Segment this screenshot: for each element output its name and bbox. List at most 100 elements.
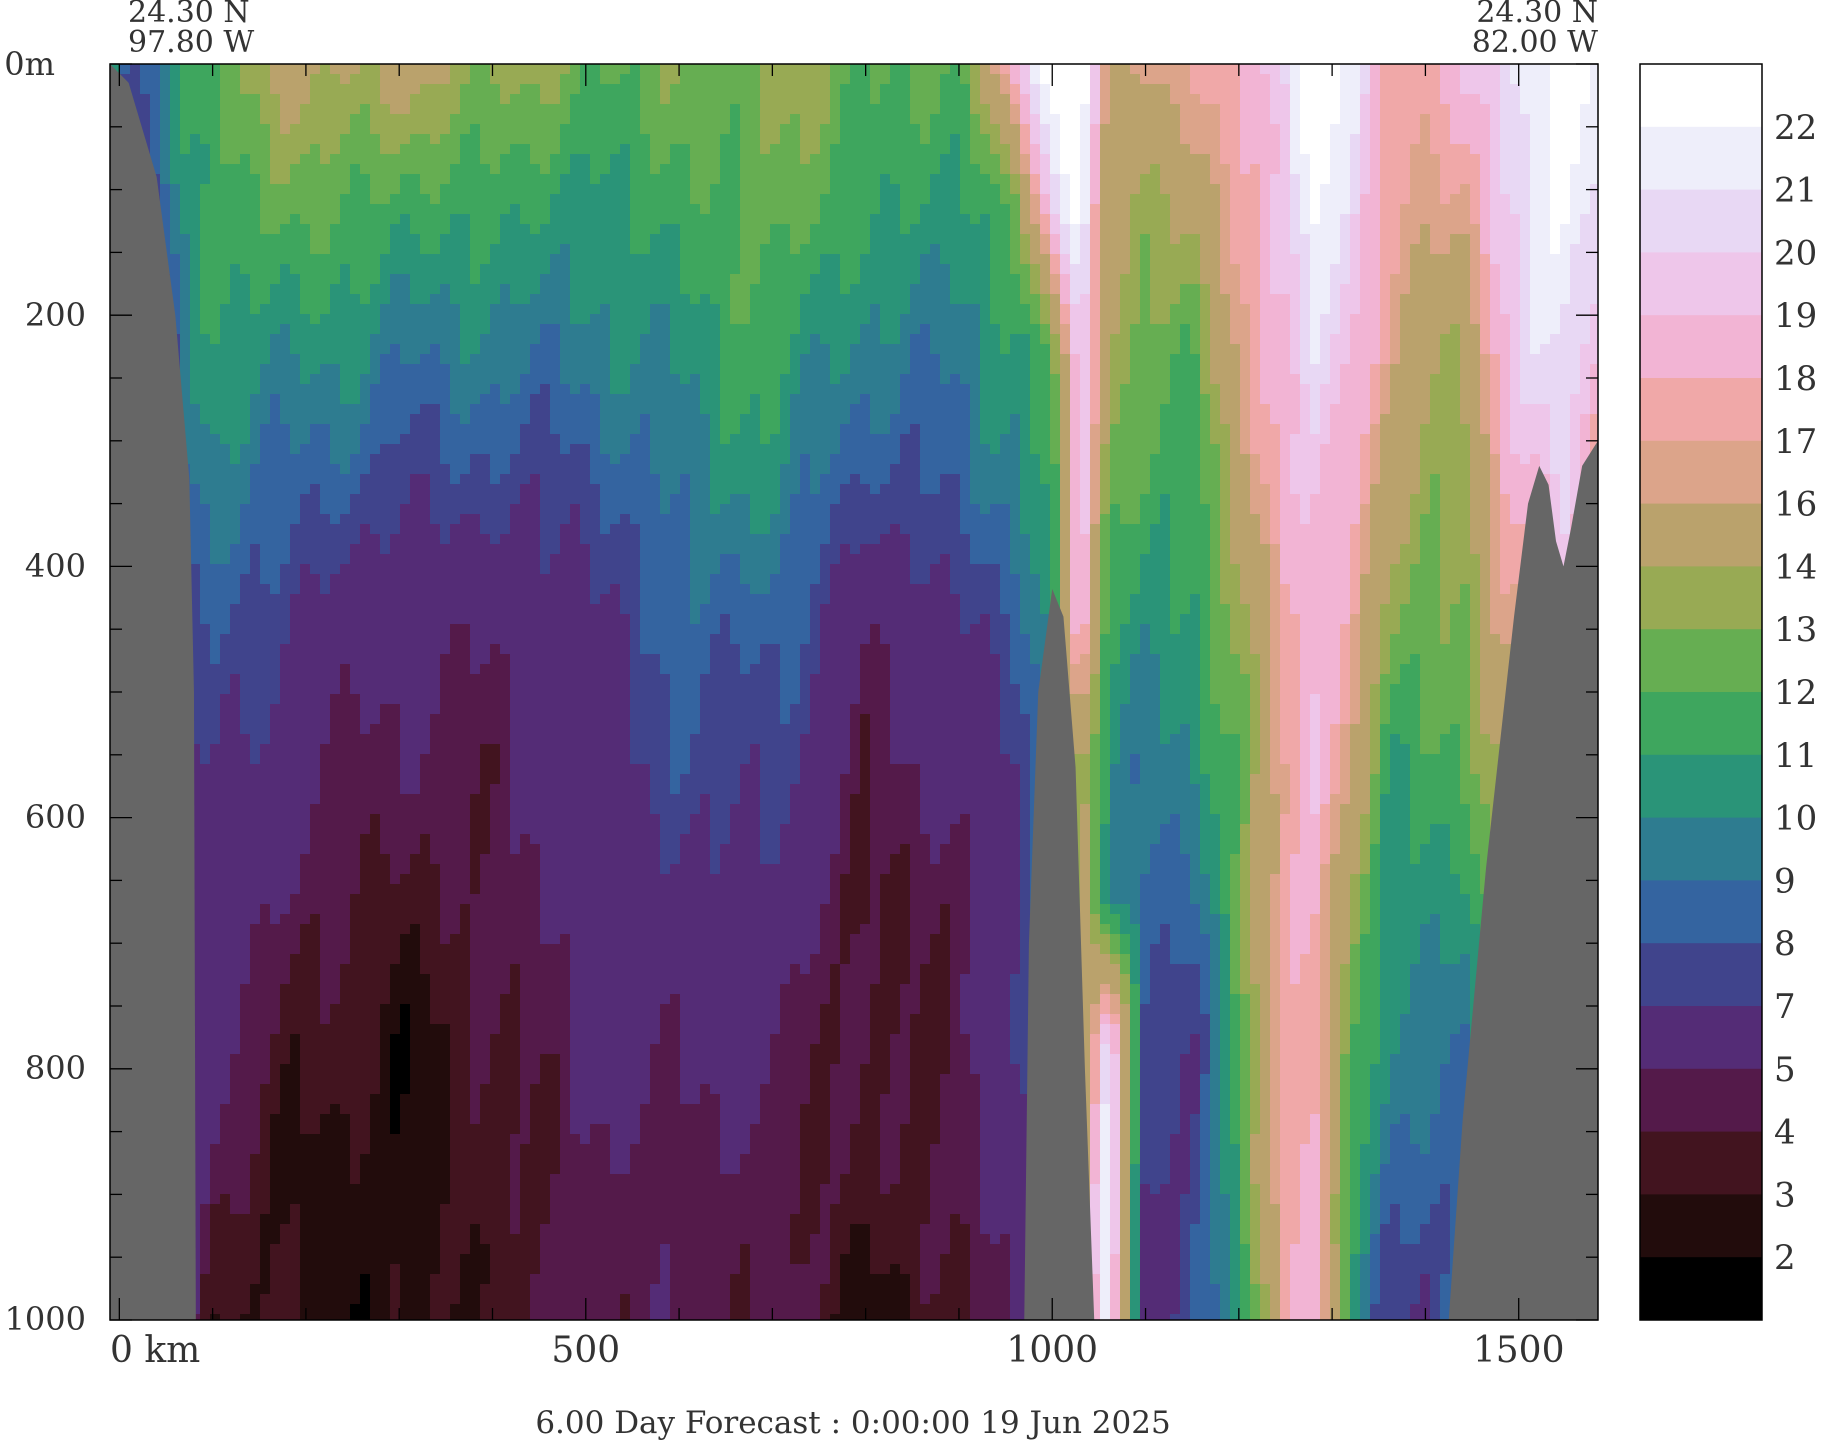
field-cell (220, 444, 231, 455)
field-cell (490, 684, 501, 695)
field-cell (370, 1264, 381, 1275)
field-cell (280, 1214, 291, 1225)
field-cell (280, 414, 291, 425)
field-cell (410, 944, 421, 955)
field-cell (320, 1034, 331, 1045)
field-cell (240, 644, 251, 655)
field-cell (430, 424, 441, 435)
field-cell (450, 1034, 461, 1045)
field-cell (400, 834, 411, 845)
field-cell (370, 414, 381, 425)
field-cell (240, 994, 251, 1005)
field-cell (320, 294, 331, 305)
field-cell (470, 514, 481, 525)
field-cell (260, 234, 271, 245)
field-cell (220, 1054, 231, 1065)
field-cell (250, 134, 261, 145)
field-cell (330, 554, 341, 565)
field-cell (260, 1104, 271, 1115)
field-cell (260, 334, 271, 345)
field-cell (220, 244, 231, 255)
field-cell (480, 1144, 491, 1155)
field-cell (220, 154, 231, 165)
field-cell (360, 314, 371, 325)
field-cell (460, 434, 471, 445)
field-cell (280, 794, 291, 805)
field-cell (470, 654, 481, 665)
field-cell (170, 224, 181, 235)
field-cell (260, 454, 271, 465)
field-cell (260, 384, 271, 395)
field-cell (490, 534, 501, 545)
field-cell (240, 1304, 251, 1315)
field-cell (380, 574, 391, 585)
field-cell (270, 564, 281, 575)
field-cell (220, 204, 231, 215)
field-cell (140, 74, 151, 85)
field-cell (350, 804, 361, 815)
field-cell (240, 494, 251, 505)
field-cell (390, 844, 401, 855)
field-cell (470, 764, 481, 775)
field-cell (320, 1044, 331, 1055)
field-cell (330, 314, 341, 325)
field-cell (440, 724, 451, 735)
field-cell (380, 274, 391, 285)
field-cell (190, 594, 201, 605)
field-cell (230, 504, 241, 515)
field-cell (470, 1264, 481, 1275)
field-cell (340, 584, 351, 595)
field-cell (290, 834, 301, 845)
field-cell (350, 184, 361, 195)
field-cell (290, 214, 301, 225)
field-cell (320, 114, 331, 125)
field-cell (350, 84, 361, 95)
field-cell (180, 324, 191, 335)
field-cell (410, 134, 421, 145)
field-cell (460, 474, 471, 485)
field-cell (350, 1184, 361, 1195)
field-cell (190, 624, 201, 635)
field-cell (240, 334, 251, 345)
field-cell (230, 364, 241, 375)
field-cell (240, 954, 251, 965)
field-cell (260, 1164, 271, 1175)
field-cell (340, 844, 351, 855)
field-cell (290, 434, 301, 445)
field-cell (440, 334, 451, 345)
field-cell (310, 564, 321, 575)
field-cell (410, 584, 421, 595)
field-cell (460, 384, 471, 395)
field-cell (300, 1014, 311, 1025)
field-cell (410, 454, 421, 465)
field-cell (470, 864, 481, 875)
field-cell (350, 684, 361, 695)
field-cell (490, 1314, 501, 1320)
field-cell (330, 984, 341, 995)
field-cell (280, 1204, 291, 1215)
field-cell (200, 1004, 211, 1015)
field-cell (490, 824, 501, 835)
field-cell (290, 264, 301, 275)
field-cell (340, 684, 351, 695)
field-cell (230, 1084, 241, 1095)
field-cell (400, 514, 411, 525)
field-cell (430, 1204, 441, 1215)
field-cell (460, 284, 471, 295)
field-cell (410, 1064, 421, 1075)
field-cell (240, 704, 251, 715)
field-cell (490, 814, 501, 825)
field-cell (360, 1134, 371, 1145)
field-cell (380, 484, 391, 495)
field-cell (230, 784, 241, 795)
field-cell (210, 404, 221, 415)
field-cell (400, 104, 411, 115)
field-cell (410, 774, 421, 785)
field-cell (180, 234, 191, 245)
field-cell (430, 514, 441, 525)
field-cell (230, 94, 241, 105)
field-cell (320, 1294, 331, 1305)
field-cell (440, 704, 451, 715)
field-cell (310, 984, 321, 995)
field-cell (470, 254, 481, 265)
